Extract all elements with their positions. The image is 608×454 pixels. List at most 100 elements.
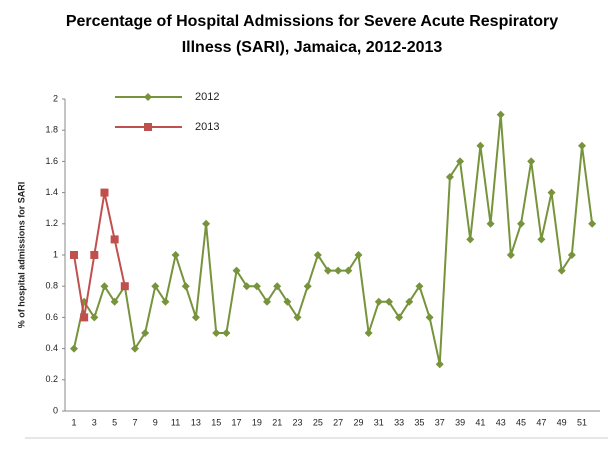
marker [547, 188, 556, 197]
x-tick-label: 43 [496, 417, 506, 427]
x-tick-label: 35 [414, 417, 424, 427]
marker [435, 360, 444, 369]
marker [70, 344, 78, 353]
marker [70, 251, 78, 259]
marker [141, 329, 150, 337]
marker [273, 282, 282, 291]
marker [517, 219, 526, 228]
marker [293, 313, 302, 322]
marker [476, 141, 485, 150]
marker [537, 235, 546, 244]
series-line [73, 114, 594, 365]
marker [212, 329, 221, 337]
x-tick-label: 7 [132, 417, 137, 427]
marker [313, 251, 322, 259]
marker [90, 313, 99, 322]
marker [405, 297, 414, 306]
marker [191, 313, 200, 322]
y-tick-label: 0.6 [45, 312, 58, 322]
x-tick-label: 13 [191, 417, 201, 427]
series-line [73, 192, 126, 318]
marker [110, 235, 119, 244]
marker [344, 266, 353, 275]
marker [395, 313, 404, 322]
x-tick-label: 9 [153, 417, 158, 427]
y-tick-label: 0.8 [45, 281, 58, 291]
marker [161, 297, 170, 306]
y-tick-label: 0 [53, 405, 58, 415]
marker [100, 282, 109, 291]
x-tick-label: 31 [374, 417, 384, 427]
legend-marker [144, 123, 152, 131]
marker [120, 282, 129, 291]
marker [445, 173, 454, 181]
marker [578, 141, 586, 150]
marker [384, 297, 393, 306]
marker [588, 219, 597, 228]
marker [466, 235, 475, 244]
marker [527, 157, 536, 166]
x-tick-label: 27 [333, 417, 343, 427]
x-tick-label: 33 [394, 417, 404, 427]
x-tick-label: 5 [112, 417, 117, 427]
marker [324, 266, 332, 275]
x-tick-label: 11 [171, 417, 180, 427]
x-tick-label: 49 [557, 417, 567, 427]
x-tick-label: 29 [353, 417, 363, 427]
x-tick-label: 41 [475, 417, 485, 427]
marker [110, 297, 119, 306]
marker [334, 266, 343, 275]
legend-label: 2012 [195, 91, 219, 103]
x-tick-label: 51 [577, 417, 587, 427]
marker [222, 329, 231, 337]
legend-marker [144, 93, 152, 101]
x-tick-label: 47 [536, 417, 546, 427]
x-tick-label: 37 [435, 417, 445, 427]
marker [232, 266, 241, 275]
y-tick-label: 1.8 [45, 125, 58, 135]
y-tick-label: 1.6 [45, 156, 58, 166]
x-tick-label: 39 [455, 417, 465, 427]
y-tick-label: 1.2 [45, 218, 58, 228]
marker [425, 313, 434, 322]
marker [171, 251, 180, 259]
y-tick-label: 0.2 [45, 374, 58, 384]
marker [456, 157, 465, 166]
marker [496, 110, 505, 119]
marker [263, 297, 272, 306]
x-tick-label: 23 [293, 417, 303, 427]
marker [557, 266, 566, 275]
marker [151, 282, 160, 291]
x-tick-label: 1 [71, 417, 76, 427]
y-tick-label: 0.4 [45, 343, 58, 353]
marker [130, 344, 139, 353]
x-tick-label: 17 [232, 417, 242, 427]
marker [364, 329, 373, 337]
marker [486, 219, 495, 228]
marker [252, 282, 261, 291]
marker [100, 188, 109, 197]
marker [354, 251, 363, 259]
marker [202, 219, 211, 228]
x-tick-label: 45 [516, 417, 526, 427]
marker [567, 251, 576, 259]
x-tick-label: 19 [252, 417, 262, 427]
marker [181, 282, 190, 291]
y-tick-label: 1 [53, 249, 58, 259]
x-tick-label: 21 [272, 417, 282, 427]
x-tick-label: 15 [211, 417, 221, 427]
marker [80, 313, 89, 322]
marker [415, 282, 424, 291]
x-tick-label: 3 [92, 417, 97, 427]
marker [283, 297, 292, 306]
marker [90, 251, 99, 259]
marker [506, 251, 515, 259]
marker [374, 297, 383, 306]
chart-title: Percentage of Hospital Admissions for Se… [66, 13, 558, 56]
x-tick-label: 25 [313, 417, 323, 427]
y-tick-label: 2 [53, 93, 58, 103]
marker [303, 282, 312, 291]
marker [242, 282, 251, 291]
y-tick-label: 1.4 [45, 187, 58, 197]
